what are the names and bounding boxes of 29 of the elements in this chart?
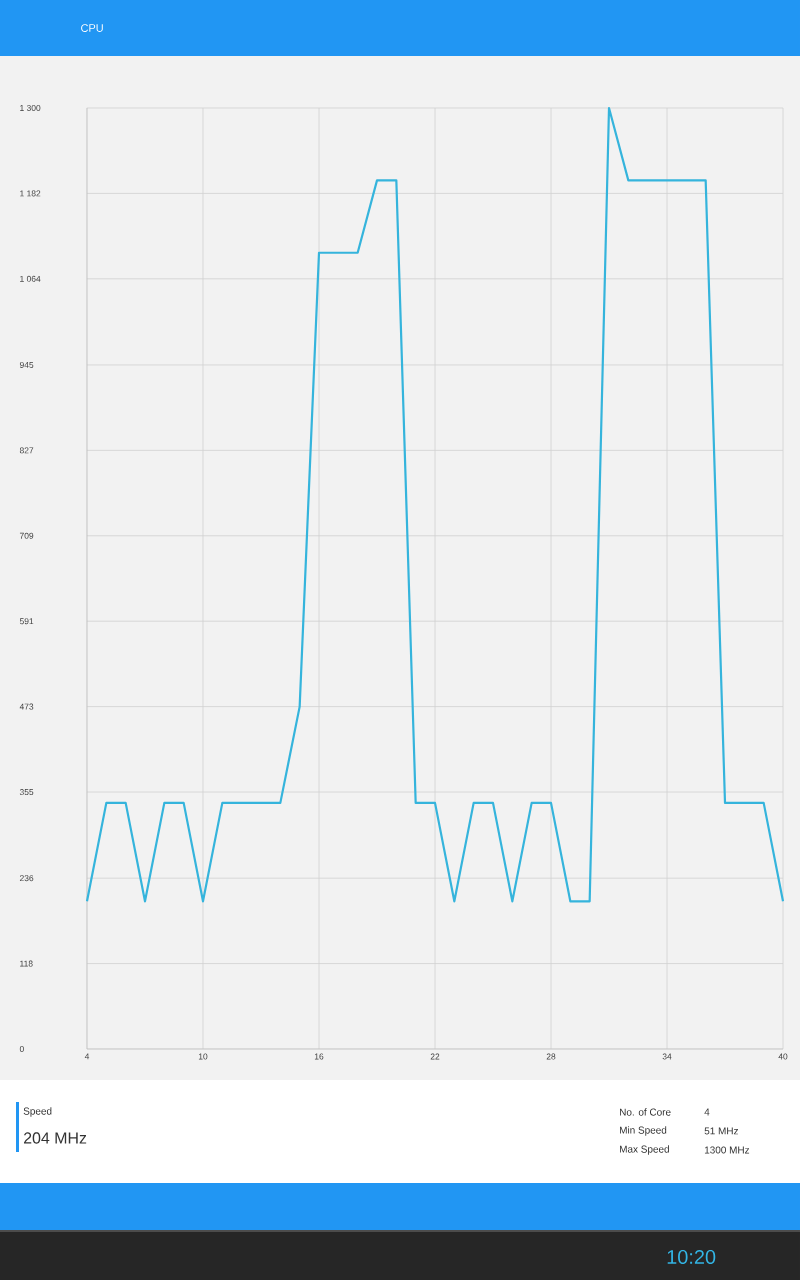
text: Max Speed: [620, 1145, 669, 1155]
text: 10:20: [667, 1249, 716, 1265]
x-tick-label: 16: [314, 1053, 324, 1060]
text: Min Speed: [620, 1126, 667, 1136]
text: Speed: [23, 1107, 52, 1117]
y-tick-label: 236: [19, 875, 34, 882]
text: 1300 MHz: [704, 1146, 750, 1154]
y-tick-label: 709: [19, 532, 34, 539]
x-tick-label: 40: [778, 1053, 788, 1060]
x-tick-label: 28: [546, 1053, 556, 1060]
y-tick-label: 1 064: [20, 275, 41, 282]
y-tick-label: 1 300: [20, 104, 41, 111]
y-tick-label: 1 182: [20, 190, 41, 197]
x-tick-label: 10: [198, 1053, 208, 1060]
y-tick-label: 473: [19, 703, 34, 710]
x-tick-label: 4: [84, 1053, 90, 1060]
y-tick-label: 945: [19, 361, 34, 368]
y-tick-label: 827: [19, 447, 34, 454]
text: 51 MHz: [704, 1127, 739, 1135]
y-tick-label: 591: [19, 618, 34, 625]
y-tick-label: 118: [20, 960, 33, 967]
chart-title: CPU: [81, 24, 103, 32]
y-tick-label: 0: [19, 1046, 24, 1052]
text: 204 MHz: [24, 1132, 87, 1144]
y-tick-label: 355: [19, 789, 34, 796]
x-tick-label: 22: [430, 1053, 440, 1060]
x-tick-label: 34: [662, 1053, 672, 1060]
text: 4: [704, 1108, 710, 1116]
text: No. of Core: [620, 1108, 671, 1116]
